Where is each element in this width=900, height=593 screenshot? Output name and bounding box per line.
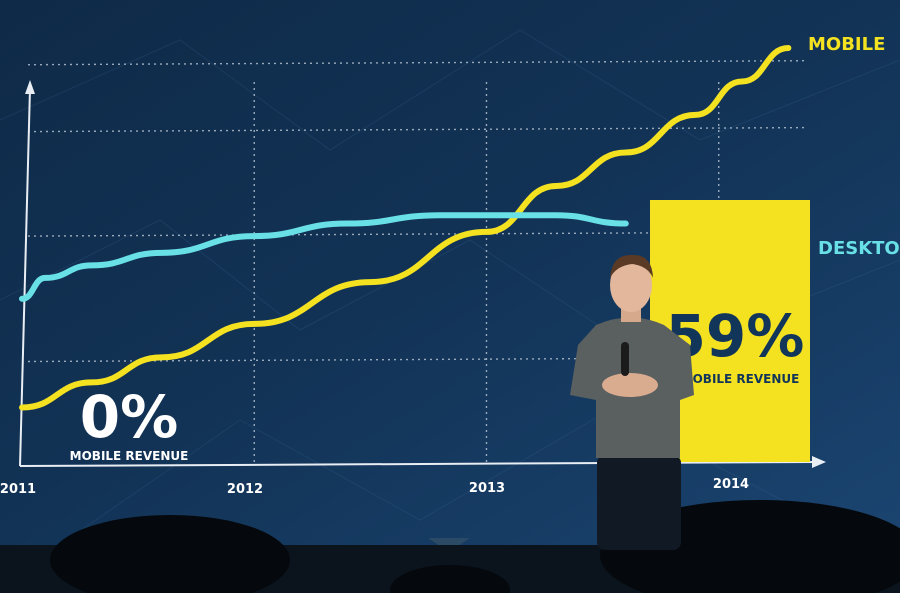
- presenter: [570, 254, 694, 550]
- y-axis-arrow: [25, 80, 35, 94]
- x-axis: [19, 461, 819, 467]
- annotation-start-value: 0%: [80, 383, 178, 451]
- presenter-head: [610, 258, 652, 312]
- axes: [19, 80, 826, 468]
- series-layer: [19, 45, 792, 411]
- chart-screen: 2011201220132014MOBILEDESKTOP0%MOBILE RE…: [0, 0, 900, 545]
- x-tick-label-2013: 2013: [469, 481, 505, 496]
- presenter-hands: [602, 373, 658, 397]
- series-line-desktop: [19, 212, 629, 302]
- x-axis-arrow: [812, 456, 826, 468]
- annotation-start-label: MOBILE REVENUE: [70, 449, 189, 463]
- label-layer: 2011201220132014MOBILEDESKTOP0%MOBILE RE…: [0, 34, 900, 497]
- annotation-end-label: MOBILE REVENUE: [681, 372, 800, 386]
- x-tick-label-2011: 2011: [0, 482, 36, 497]
- audience-head: [50, 515, 290, 593]
- presenter-hair: [610, 254, 653, 278]
- y-axis: [19, 87, 31, 467]
- screen-notch: [428, 538, 470, 545]
- legend-label-desktop: DESKTOP: [818, 238, 900, 259]
- audience-head: [390, 565, 510, 593]
- x-tick-label-2014: 2014: [713, 477, 749, 492]
- series-line-mobile: [19, 45, 792, 411]
- presenter-legs: [597, 455, 681, 550]
- microphone: [621, 342, 629, 376]
- legend-label-mobile: MOBILE: [808, 34, 885, 55]
- x-tick-label-2012: 2012: [227, 482, 263, 497]
